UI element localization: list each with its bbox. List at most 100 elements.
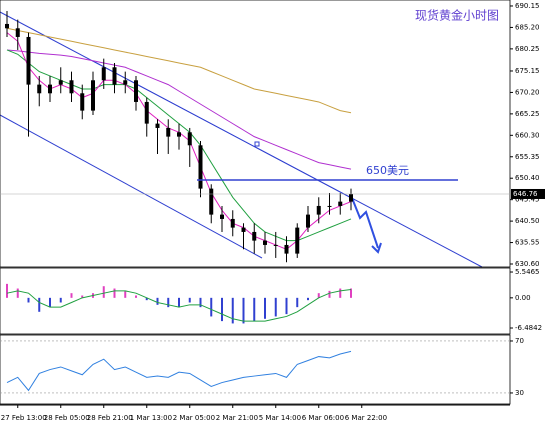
x-tick-label: 2 Mar 05:00 bbox=[173, 414, 215, 422]
forecast-arrow bbox=[351, 197, 379, 249]
line-series bbox=[6, 49, 352, 170]
macd-bar bbox=[135, 295, 137, 298]
trendline-lower bbox=[0, 114, 263, 259]
candle-body bbox=[316, 205, 321, 215]
last-price-box bbox=[511, 188, 545, 199]
y-tick-label: 680.25 bbox=[515, 45, 540, 53]
y-tick-label: 630.60 bbox=[515, 260, 540, 268]
y-tick-label: 665.25 bbox=[515, 110, 540, 118]
macd-bar bbox=[231, 297, 234, 324]
candle-body bbox=[5, 23, 9, 29]
candle-body bbox=[177, 132, 181, 137]
macd-bar bbox=[124, 290, 127, 298]
macd-bar bbox=[156, 297, 159, 305]
candle-body bbox=[101, 67, 106, 81]
last-price-label: 646.76 bbox=[513, 190, 538, 198]
macd-bar bbox=[6, 283, 8, 298]
macd-bar bbox=[102, 286, 105, 298]
x-tick-label: 28 Feb 21:00 bbox=[87, 414, 133, 422]
candle-body bbox=[48, 84, 52, 94]
candle-body bbox=[295, 227, 300, 254]
candle-body bbox=[166, 127, 171, 137]
y-tick-label: 675.15 bbox=[515, 67, 540, 75]
candle-body bbox=[252, 231, 257, 241]
candle-body bbox=[263, 240, 267, 245]
candle-body bbox=[144, 101, 149, 124]
x-tick-label: 27 Feb 13:00 bbox=[1, 414, 47, 422]
y-tick-label: 685.20 bbox=[515, 23, 540, 31]
trendline-mid bbox=[94, 61, 356, 201]
line-series bbox=[6, 350, 352, 392]
macd-bar bbox=[328, 290, 331, 298]
macd-bar bbox=[253, 297, 256, 322]
x-tick-label: 28 Feb 05:00 bbox=[44, 414, 90, 422]
macd-bar bbox=[307, 297, 309, 301]
candle-body bbox=[91, 80, 95, 111]
candle-body bbox=[134, 80, 138, 102]
macd-bar bbox=[221, 297, 223, 322]
y-tick-label: 5.5465 bbox=[515, 268, 540, 276]
arrow-head bbox=[371, 242, 382, 254]
candle-body bbox=[155, 123, 160, 128]
macd-bar bbox=[264, 297, 266, 319]
macd-bar bbox=[49, 297, 51, 308]
x-tick-label: 1 Mar 13:00 bbox=[130, 414, 172, 422]
y-tick-label: 690.15 bbox=[515, 2, 540, 10]
macd-bar bbox=[145, 297, 148, 301]
x-tick-label: 6 Mar 22:00 bbox=[345, 414, 387, 422]
macd-bar bbox=[81, 295, 84, 298]
chart-title: 现货黄金小时图 bbox=[415, 8, 499, 23]
macd-bar bbox=[199, 297, 202, 308]
macd-bar bbox=[188, 297, 191, 303]
x-tick-label: 2 Mar 21:00 bbox=[216, 414, 258, 422]
candle-body bbox=[198, 145, 203, 189]
macd-bar bbox=[178, 297, 180, 308]
macd-bar bbox=[16, 288, 19, 298]
y-tick-label: 70 bbox=[515, 337, 524, 345]
y-tick-label: 650.40 bbox=[515, 174, 540, 182]
macd-bar bbox=[38, 297, 41, 312]
level-label: 650美元 bbox=[366, 164, 409, 177]
macd-bar bbox=[242, 297, 245, 324]
candle-body bbox=[58, 80, 63, 85]
candle-body bbox=[284, 244, 289, 254]
candle-body bbox=[220, 214, 224, 219]
line-series bbox=[6, 288, 352, 322]
macd-bar bbox=[350, 288, 352, 298]
macd-bar bbox=[70, 293, 73, 298]
candle-body bbox=[112, 67, 117, 85]
y-tick-label: 660.30 bbox=[515, 131, 540, 139]
macd-bar bbox=[285, 297, 288, 315]
y-tick-label: 635.55 bbox=[515, 239, 540, 247]
candle-body bbox=[123, 80, 128, 85]
panel-frame bbox=[0, 267, 511, 335]
y-tick-label: 640.50 bbox=[515, 217, 540, 225]
candle-body bbox=[69, 80, 74, 94]
candle-body bbox=[338, 201, 343, 206]
candle-body bbox=[241, 227, 246, 232]
panel-frame bbox=[0, 334, 511, 405]
macd-bar bbox=[296, 297, 299, 308]
candle-body bbox=[37, 84, 42, 94]
y-tick-label: 30 bbox=[515, 389, 524, 397]
x-tick-label: 5 Mar 14:00 bbox=[259, 414, 301, 422]
candle-body bbox=[209, 188, 214, 215]
candle-body bbox=[306, 214, 310, 228]
candle-body bbox=[327, 205, 332, 207]
macd-bar bbox=[167, 297, 170, 308]
candle-body bbox=[80, 93, 85, 111]
candle-body bbox=[230, 218, 235, 228]
macd-bar bbox=[339, 288, 342, 298]
candle-body bbox=[187, 132, 192, 146]
macd-bar bbox=[59, 297, 62, 303]
macd-bar bbox=[274, 297, 277, 317]
y-tick-label: 670.20 bbox=[515, 88, 540, 96]
line-series bbox=[6, 27, 352, 114]
macd-bar bbox=[210, 297, 213, 317]
x-tick-label: 6 Mar 06:00 bbox=[302, 414, 344, 422]
y-tick-label: -6.4842 bbox=[515, 324, 542, 332]
candle-body bbox=[349, 193, 353, 202]
macd-bar bbox=[317, 293, 320, 298]
